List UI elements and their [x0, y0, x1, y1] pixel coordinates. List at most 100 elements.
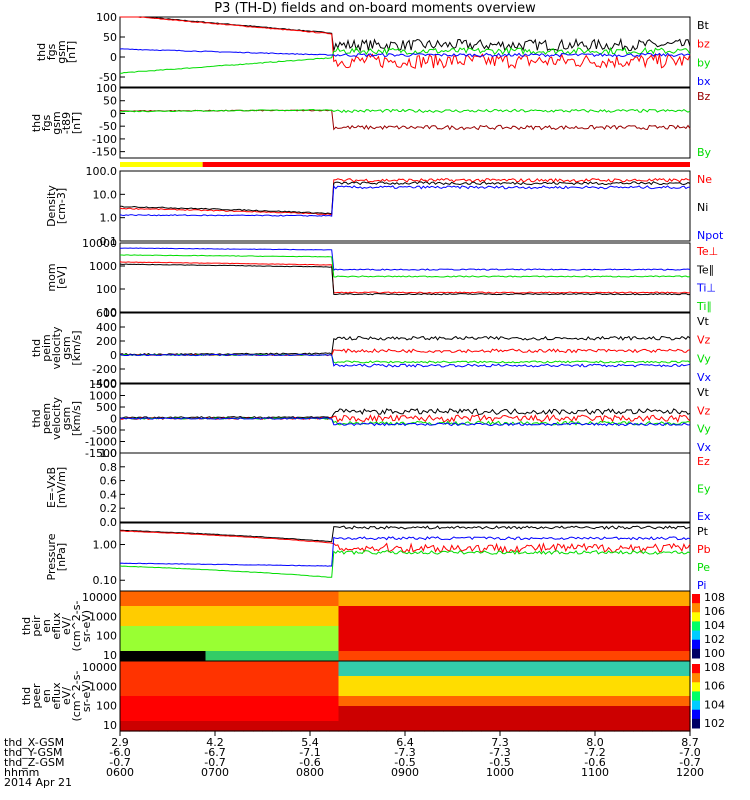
- heatmap-cell: [348, 711, 359, 717]
- heatmap-cell: [661, 681, 672, 687]
- heatmap-cell: [139, 651, 150, 657]
- heatmap-cell: [395, 686, 406, 692]
- mode-bar-slow: [120, 162, 203, 167]
- heatmap-cell: [519, 591, 530, 597]
- series-Ne: [119, 177, 691, 216]
- heatmap-cell: [215, 596, 226, 602]
- x-row-value: -6.7: [204, 746, 225, 759]
- heatmap-cell: [129, 691, 140, 697]
- heatmap-cell: [253, 676, 264, 682]
- heatmap-cell: [671, 721, 682, 727]
- heatmap-cell: [357, 636, 368, 642]
- heatmap-cell: [652, 591, 663, 597]
- heatmap-cell: [462, 676, 473, 682]
- heatmap-cell: [129, 641, 140, 647]
- heatmap-cell: [481, 621, 492, 627]
- heatmap-cell: [614, 701, 625, 707]
- heatmap-cell: [386, 606, 397, 612]
- heatmap-cell: [348, 646, 359, 652]
- heatmap-cell: [661, 706, 672, 712]
- heatmap-cell: [234, 696, 245, 702]
- heatmap-cell: [519, 666, 530, 672]
- heatmap-cell: [652, 716, 663, 722]
- heatmap-cell: [623, 676, 634, 682]
- heatmap-cell: [300, 721, 311, 727]
- heatmap-cell: [557, 696, 568, 702]
- heatmap-cell: [177, 636, 188, 642]
- heatmap-cell: [129, 671, 140, 677]
- heatmap-cell: [452, 671, 463, 677]
- heatmap-cell: [158, 626, 169, 632]
- heatmap-cell: [272, 601, 283, 607]
- heatmap-cell: [262, 666, 273, 672]
- heatmap-cell: [338, 661, 349, 667]
- heatmap-cell: [509, 646, 520, 652]
- heatmap-cell: [433, 686, 444, 692]
- heatmap-cell: [262, 616, 273, 622]
- heatmap-cell: [148, 721, 159, 727]
- heatmap-cell: [661, 646, 672, 652]
- heatmap-cell: [357, 651, 368, 657]
- heatmap-cell: [405, 641, 416, 647]
- heatmap-cell: [462, 656, 473, 662]
- heatmap-cell: [253, 726, 264, 732]
- heatmap-cell: [262, 596, 273, 602]
- heatmap-cell: [652, 726, 663, 732]
- heatmap-cell: [405, 661, 416, 667]
- heatmap-cell: [481, 591, 492, 597]
- heatmap-cell: [196, 616, 207, 622]
- heatmap-cell: [215, 671, 226, 677]
- heatmap-cell: [348, 716, 359, 722]
- heatmap-cell: [395, 591, 406, 597]
- y-tick-label: 0.6: [100, 475, 118, 488]
- series-Bt: [120, 16, 691, 53]
- heatmap-cell: [471, 676, 482, 682]
- heatmap-cell: [680, 621, 691, 627]
- heatmap-cell: [443, 646, 454, 652]
- heatmap-cell: [234, 646, 245, 652]
- heatmap-cell: [367, 621, 378, 627]
- x-row-value: 1100: [581, 766, 609, 779]
- heatmap-cell: [614, 671, 625, 677]
- heatmap-cell: [243, 651, 254, 657]
- heatmap-cell: [680, 591, 691, 597]
- heatmap-cell: [490, 651, 501, 657]
- heatmap-cell: [148, 626, 159, 632]
- heatmap-cell: [367, 596, 378, 602]
- heatmap-cell: [566, 626, 577, 632]
- heatmap-cell: [519, 596, 530, 602]
- heatmap-cell: [329, 591, 340, 597]
- heatmap-cell: [196, 681, 207, 687]
- heatmap-cell: [348, 591, 359, 597]
- heatmap-cell: [671, 691, 682, 697]
- heatmap-cell: [338, 726, 349, 732]
- heatmap-cell: [300, 651, 311, 657]
- panel-frame: [119, 16, 691, 88]
- heatmap-cell: [452, 716, 463, 722]
- heatmap-cell: [490, 641, 501, 647]
- heatmap-cell: [357, 611, 368, 617]
- heatmap-cell: [367, 611, 378, 617]
- heatmap-cell: [224, 706, 235, 712]
- heatmap-cell: [604, 661, 615, 667]
- heatmap-cell: [120, 641, 131, 647]
- heatmap-cell: [262, 636, 273, 642]
- heatmap-cell: [291, 631, 302, 637]
- heatmap-cell: [633, 591, 644, 597]
- heatmap-cell: [424, 666, 435, 672]
- heatmap-cell: [186, 661, 197, 667]
- x-row-value: 6.4: [396, 736, 414, 749]
- heatmap-cell: [120, 596, 131, 602]
- heatmap-cell: [215, 611, 226, 617]
- heatmap-cell: [148, 701, 159, 707]
- heatmap-cell: [566, 621, 577, 627]
- heatmap-cell: [528, 696, 539, 702]
- heatmap-cell: [386, 591, 397, 597]
- heatmap-cell: [424, 591, 435, 597]
- heatmap-cell: [376, 646, 387, 652]
- y-tick-label: 0.8: [100, 461, 118, 474]
- heatmap-cell: [680, 711, 691, 717]
- heatmap-cell: [215, 601, 226, 607]
- x-row-label: thd_Y-GSM: [4, 746, 63, 759]
- heatmap-cell: [196, 601, 207, 607]
